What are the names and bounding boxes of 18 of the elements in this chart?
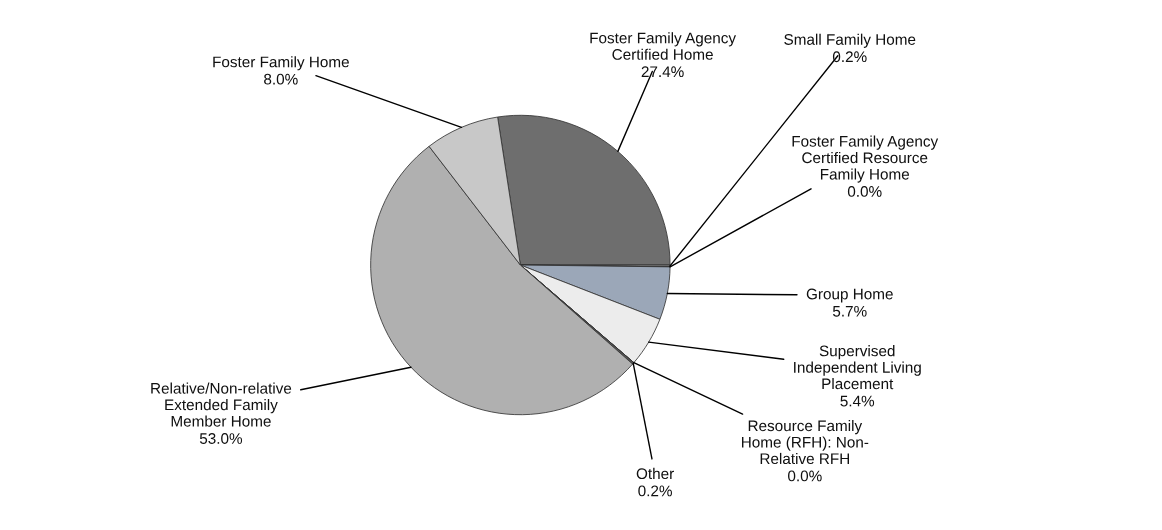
slice-label: Group Home: [806, 288, 893, 303]
category-label: Foster Family Agency Certified Resource Family Home: [792, 135, 939, 183]
data-label: 53.0%: [199, 433, 243, 444]
slice-label: Relative/Non-relative Extended Family Member Home: [151, 382, 292, 427]
category-label: Resource Family Home (RFH): Non- Relative RFH: [742, 419, 869, 465]
data-label: 5.4%: [840, 395, 875, 407]
slice-label: Foster Family Agency Certified Home: [590, 32, 737, 60]
data-label: 0.2%: [832, 51, 867, 63]
text: 0.0%: [847, 186, 882, 197]
data-label: 0.2%: [638, 485, 672, 497]
data-label: 8.0%: [264, 73, 298, 85]
text: 0.0%: [788, 470, 822, 482]
slice-label: Other: [636, 467, 674, 480]
slice-label: Small Family Home: [784, 33, 916, 48]
data-label: 27.4%: [641, 66, 684, 78]
slice-label: Supervised Independent Living Placement: [794, 345, 921, 390]
slice-label: Foster Family Home: [213, 56, 349, 71]
data-label: 5.7%: [832, 305, 867, 317]
